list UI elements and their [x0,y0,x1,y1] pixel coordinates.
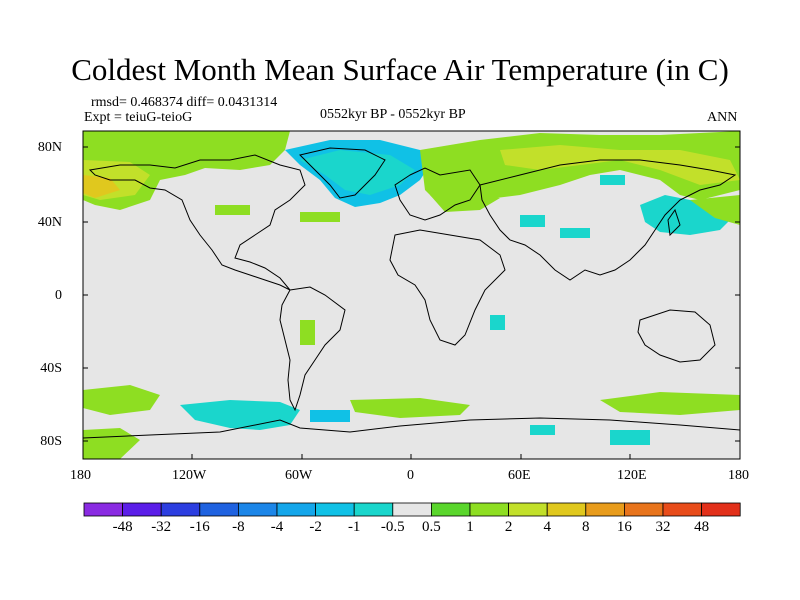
lat-tick-80s: 80S [40,434,62,449]
lon-tick-180w: 180 [70,468,91,483]
anomaly-patch [530,425,555,435]
anomaly-patch [520,215,545,227]
colorbar-swatch [122,502,162,517]
coastlines [82,147,741,439]
colorbar-label: -2 [309,519,322,535]
anomaly-alaska-orange [83,175,120,198]
anomaly-siberia-yellow [500,145,740,185]
colorbar-label: -48 [112,519,133,535]
colorbar-label: 32 [655,519,671,535]
colorbar-swatch [237,502,278,517]
colorbar-label: 2 [504,519,513,535]
lon-tick-0: 0 [407,468,414,483]
anomaly-southern-ocean-green [600,392,740,415]
coastline-north-america [88,154,306,291]
anomaly-shading [83,131,740,459]
lat-tick-0: 0 [55,288,62,303]
colorbar-swatch [276,502,316,517]
anomaly-patch [560,228,590,238]
coastline-antarctica [82,417,741,439]
lon-tick-120e: 120E [617,468,647,483]
coastline-australia [637,309,716,363]
colorbar-swatch [430,502,471,517]
lat-tick-40s: 40S [40,361,62,376]
coastline-japan [667,208,681,237]
lon-tick-120w: 120W [172,468,207,483]
map-title: Coldest Month Mean Surface Air Temperatu… [71,52,729,87]
colorbar-swatch [701,502,741,517]
colorbar-label: -4 [270,519,284,535]
colorbar-label: -1 [347,519,361,535]
anomaly-patch [215,205,250,215]
coastline-south-america [279,286,346,412]
colorbar-label: 16 [616,519,632,535]
experiment-label: Expt = teiuG-teioG [84,110,193,125]
anomaly-greenland-lightblue [300,150,415,195]
coastline-asia [479,159,737,281]
lon-tick-60e: 60E [508,468,531,483]
colorbar-label: -32 [151,519,172,535]
colorbar [83,502,741,517]
lon-tick-60w: 60W [285,468,313,483]
colorbar-label: -0.5 [380,519,405,535]
anomaly-patch [310,410,350,422]
colorbar-label: 0.5 [422,519,441,535]
colorbar-label: 1 [466,519,474,535]
colorbar-swatch [315,502,355,517]
colorbar-label: 4 [543,519,551,535]
anomaly-patch [300,320,315,345]
colorbar-label: 48 [694,519,710,535]
colorbar-label: -16 [189,519,210,535]
colorbar-swatch [83,502,123,517]
colorbar-swatch [160,502,201,517]
anomaly-patch [610,430,650,445]
axis-ticks [83,146,740,459]
lat-tick-40n: 40N [37,215,62,230]
colorbar-swatch [585,502,625,517]
colorbar-swatch [624,502,664,517]
anomaly-southern-ocean-green [350,398,470,418]
anomaly-patch [300,212,340,222]
colorbar-swatch [469,502,509,517]
colorbar-label: -8 [232,519,245,535]
colorbar-swatch [662,502,702,517]
period-label: 0552kyr BP - 0552kyr BP [320,107,466,122]
colorbar-swatch [199,502,239,517]
season-label: ANN [707,110,738,125]
colorbar-swatch [508,502,548,517]
coastline-greenland [299,147,386,199]
lon-tick-180e: 180 [728,468,749,483]
coastline-europe-africa [389,167,506,346]
colorbar-swatch [353,502,394,517]
anomaly-patch [490,315,505,330]
lat-tick-80n: 80N [37,140,62,155]
anomaly-southern-ocean-green [83,385,160,415]
colorbar-label: 8 [582,519,590,535]
anomaly-eurasia-arctic [420,131,740,205]
anomaly-patch [600,175,625,185]
colorbar-swatch [546,502,587,517]
anomaly-north-pacific-green [690,195,740,225]
rmsd-diff-text: rmsd= 0.468374 diff= 0.0431314 [91,95,278,110]
colorbar-swatch [392,502,432,517]
